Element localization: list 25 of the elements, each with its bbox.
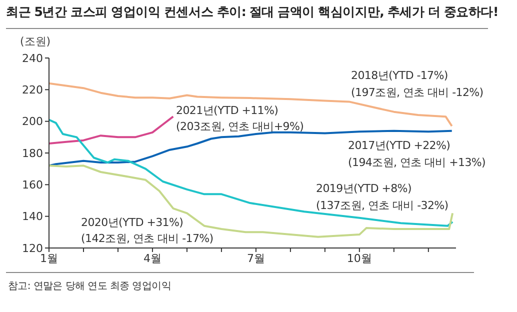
chart-title: 최근 5년간 코스피 영업이익 컨센서스 추이: 절대 금액이 핵심이지만, 추세가 더 중요하다! [6,4,498,21]
annotation: 2018년(YTD -17%) [351,68,448,83]
annotation: 2017년(YTD +22%) [348,138,450,153]
y-tick-label: 180 [22,146,43,160]
annotation: (203조원, 연초 대비+9%) [176,119,304,134]
x-tick-label: 4월 [143,252,162,265]
line-series [49,116,174,144]
annotation: (142조원, 연초 대비 -17%) [81,231,214,246]
annotation: 2020년(YTD +31%) [81,215,184,230]
annotation: 2019년(YTD +8%) [316,181,412,196]
text: 참고: 연말은 당해 연도 최종 영업이익 [8,280,171,293]
annotation: 2021년(YTD +11%) [176,103,278,118]
y-tick-label: 220 [22,84,43,97]
y-axis-title: (조원) [20,34,51,49]
y-tick-label: 140 [22,210,43,224]
x-tick-label: 7월 [246,252,265,265]
annotation: (197조원, 연초 대비 -12%) [351,85,484,100]
annotation: (194조원, 연초 대비 +13%) [348,155,486,170]
annotation: (137조원, 연초 대비 -32%) [316,198,448,213]
y-tick-label: 160 [22,178,43,192]
y-tick-label: 240 [22,52,43,65]
y-tick-label: 200 [22,115,43,128]
y-tick-label: 120 [22,242,43,255]
x-tick-label: 10월 [346,252,372,265]
x-tick-label: 1월 [40,252,58,265]
